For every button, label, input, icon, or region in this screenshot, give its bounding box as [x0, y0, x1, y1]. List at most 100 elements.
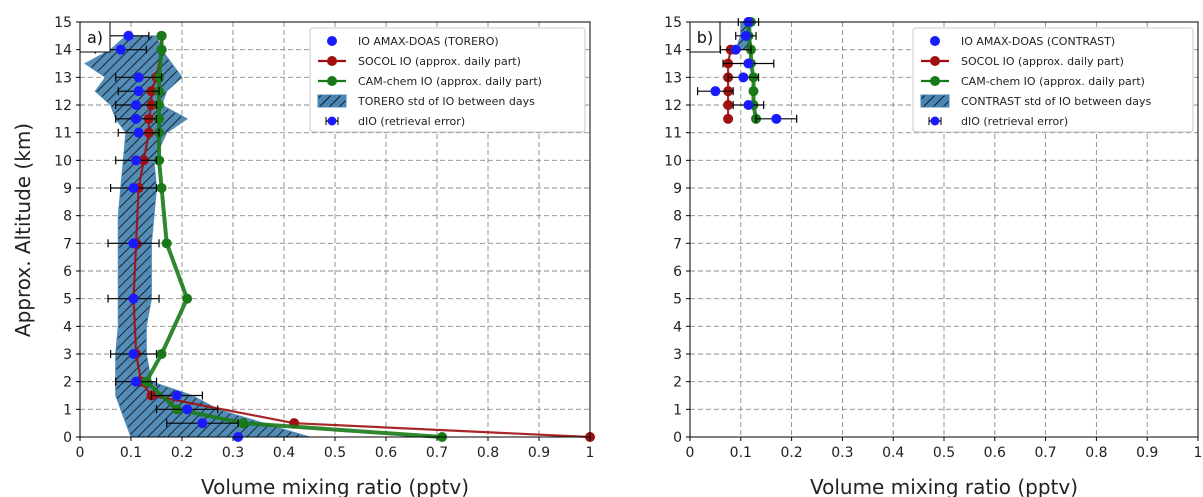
legend-marker — [930, 116, 940, 126]
y-tick-label: 1 — [673, 402, 682, 418]
x-tick-label: 0.3 — [831, 445, 853, 461]
y-tick-label: 5 — [63, 292, 72, 308]
y-tick-label: 7 — [673, 236, 682, 252]
x-tick-label: 0.6 — [375, 445, 397, 461]
x-tick-label: 0.5 — [324, 445, 346, 461]
x-tick-label: 1 — [586, 445, 595, 461]
legend-label: dIO (retrieval error) — [961, 115, 1068, 128]
legend-box — [912, 27, 1194, 133]
observation-point — [182, 404, 193, 415]
y-tick-label: 8 — [63, 209, 72, 225]
y-tick-label: 6 — [673, 264, 682, 280]
y-tick-label: 12 — [54, 98, 72, 114]
x-tick-label: 0 — [76, 445, 85, 461]
y-tick-label: 4 — [673, 319, 682, 335]
legend-label: IO AMAX-DOAS (TORERO) — [358, 35, 499, 48]
legend-label: SOCOL IO (approx. daily part) — [358, 55, 521, 68]
observation-point — [743, 100, 754, 110]
legend-marker — [930, 56, 940, 66]
observation-point — [710, 86, 721, 97]
y-tick-label: 0 — [673, 430, 682, 446]
x-tick-label: 0.5 — [933, 445, 955, 461]
series-point — [182, 293, 193, 304]
y-tick-label: 5 — [673, 292, 682, 308]
legend-marker — [327, 116, 337, 126]
x-tick-label: 0.7 — [426, 445, 448, 461]
legend-label: IO AMAX-DOAS (CONTRAST) — [961, 35, 1115, 48]
series-point — [723, 113, 734, 124]
y-tick-label: 4 — [63, 319, 72, 335]
observation-point — [131, 113, 142, 124]
legend: IO AMAX-DOAS (TORERO) SOCOL IO (approx. d… — [309, 27, 586, 133]
observation-point — [128, 238, 139, 249]
x-axis-label: Volume mixing ratio (pptv) — [810, 475, 1078, 497]
y-tick-label: 9 — [63, 181, 72, 197]
series-point — [156, 30, 167, 41]
y-tick-label: 14 — [54, 43, 72, 59]
y-axis-label: Approx. Altitude (km) — [11, 123, 35, 337]
panel-tag-box — [689, 21, 721, 53]
y-tick-label: 6 — [63, 264, 72, 280]
x-tick-label: 0.1 — [730, 445, 752, 461]
y-tick-label: 9 — [673, 181, 682, 197]
series-point — [156, 183, 167, 193]
x-tick-label: 0.9 — [1136, 445, 1158, 461]
legend-marker — [327, 76, 337, 86]
series-point — [748, 86, 759, 97]
legend: IO AMAX-DOAS (CONTRAST) SOCOL IO (approx.… — [912, 27, 1194, 133]
legend-label: CAM-chem IO (approx. daily part) — [358, 75, 542, 88]
x-tick-label: 1 — [1194, 445, 1203, 461]
x-tick-label: 0.2 — [171, 445, 193, 461]
x-axis-label: Volume mixing ratio (pptv) — [201, 475, 469, 497]
chart-panel-b: 0 0.1 0.2 0.3 0.4 0.5 0.6 0.7 0.8 0.9 101234567891… — [664, 15, 1202, 497]
x-tick-label: 0.3 — [222, 445, 244, 461]
y-tick-label: 12 — [664, 98, 682, 114]
series-point — [156, 44, 167, 55]
observation-point — [771, 113, 782, 124]
y-tick-label: 3 — [673, 347, 682, 363]
legend-marker — [327, 56, 337, 66]
y-tick-label: 15 — [54, 15, 72, 31]
y-tick-label: 0 — [63, 430, 72, 446]
series-point — [156, 349, 167, 359]
observation-point — [133, 86, 144, 97]
observation-point — [730, 44, 741, 55]
y-tick-label: 13 — [54, 70, 72, 86]
y-tick-label: 8 — [673, 209, 682, 225]
observation-point — [128, 183, 139, 193]
observation-point — [740, 30, 751, 41]
observation-point — [133, 127, 144, 138]
legend-hatch — [920, 94, 950, 108]
observation-point — [131, 376, 142, 387]
x-tick-label: 0.9 — [528, 445, 550, 461]
panel-tag-box — [79, 21, 111, 53]
series-point — [161, 238, 172, 249]
y-tick-label: 11 — [664, 126, 682, 142]
observation-point — [133, 72, 144, 83]
legend-marker — [327, 36, 337, 46]
legend-label: CAM-chem IO (approx. daily part) — [961, 75, 1145, 88]
x-tick-label: 0.2 — [780, 445, 802, 461]
legend-marker — [930, 36, 940, 46]
panel-tag: b) — [697, 28, 713, 47]
legend-label: TORERO std of IO between days — [357, 95, 535, 108]
y-tick-label: 3 — [63, 347, 72, 363]
y-tick-label: 14 — [664, 43, 682, 59]
y-tick-label: 1 — [63, 402, 72, 418]
x-tick-label: 0.1 — [120, 445, 142, 461]
x-tick-label: 0.4 — [882, 445, 904, 461]
x-tick-label: 0.8 — [1085, 445, 1107, 461]
x-tick-label: 0.6 — [984, 445, 1006, 461]
y-tick-label: 13 — [664, 70, 682, 86]
observation-point — [115, 44, 126, 55]
legend-label: SOCOL IO (approx. daily part) — [961, 55, 1124, 68]
observation-point — [738, 72, 749, 83]
observation-point — [128, 293, 139, 304]
series-point — [238, 418, 249, 429]
y-tick-label: 15 — [664, 15, 682, 31]
series-line — [132, 35, 591, 439]
panel-tag: a) — [87, 28, 103, 47]
x-tick-label: 0.4 — [273, 445, 295, 461]
x-tick-label: 0 — [686, 445, 695, 461]
